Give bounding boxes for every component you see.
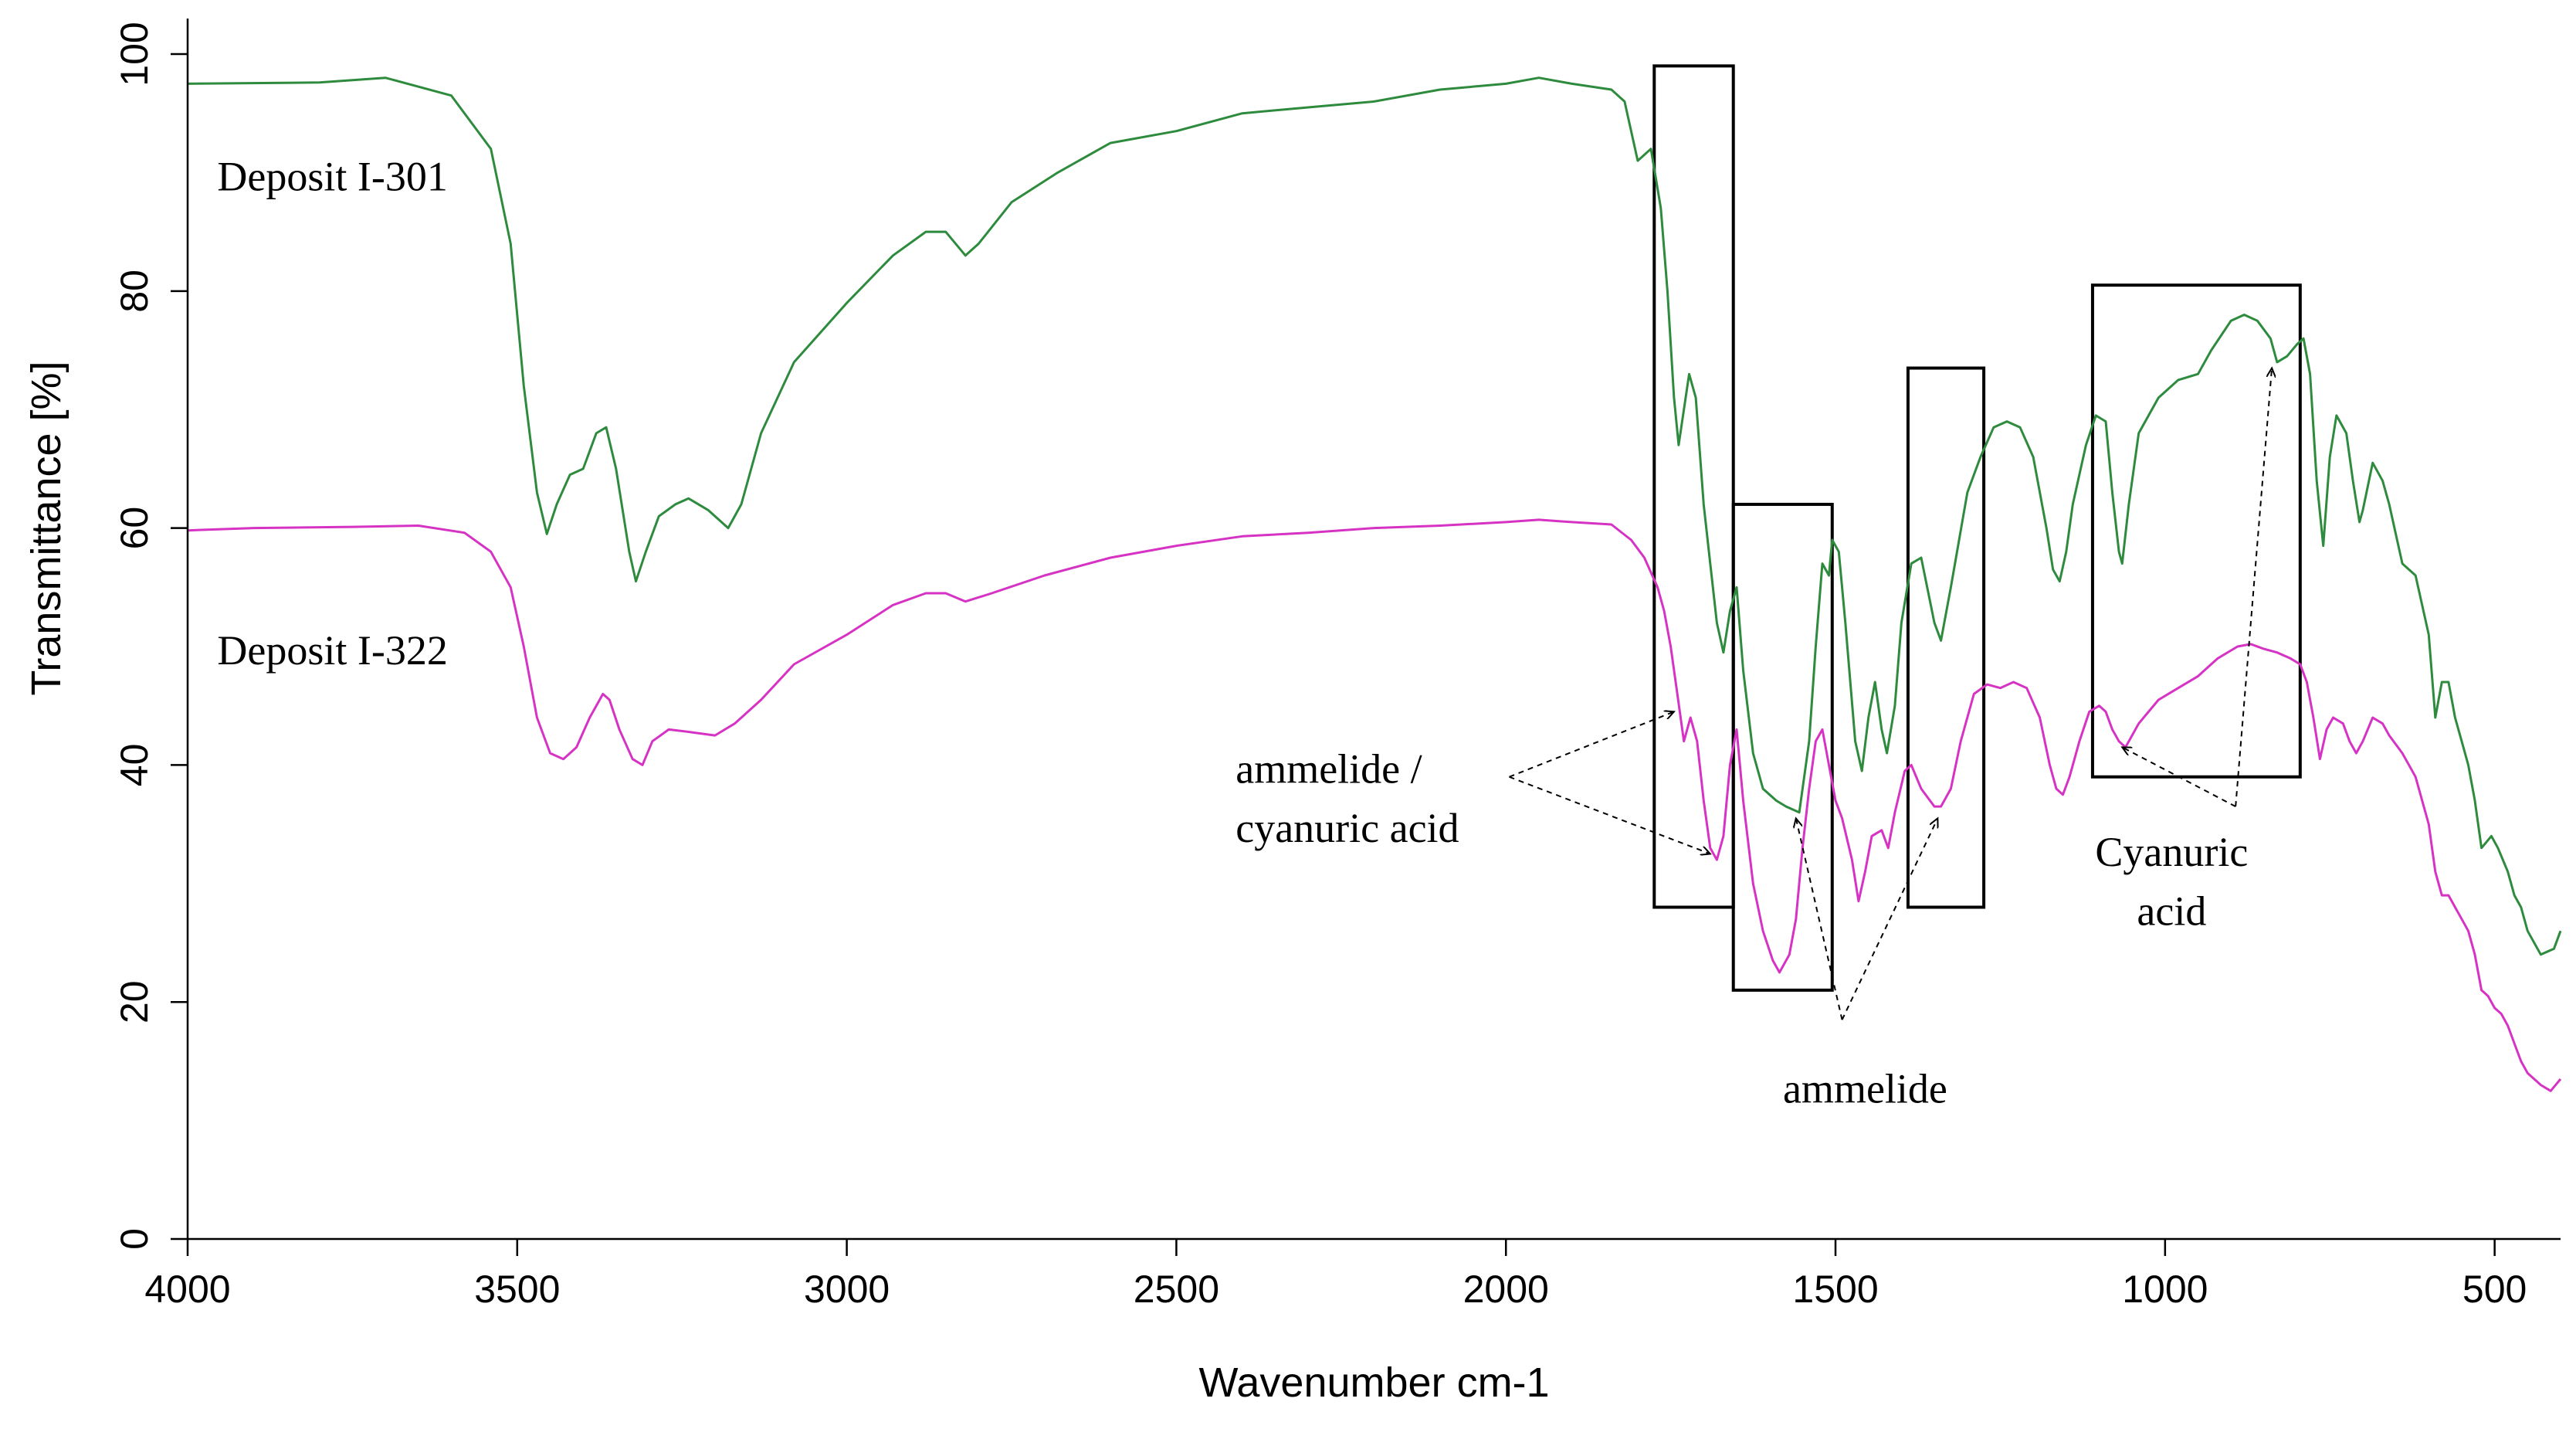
x-tick-label-500: 500 [2462, 1268, 2527, 1311]
x-tick-label-2000: 2000 [1463, 1268, 1549, 1311]
y-tick-label-60: 60 [113, 507, 156, 550]
annotation-ammelide-cyanuric-line1: ammelide / [1235, 745, 1422, 792]
x-tick-label-2500: 2500 [1134, 1268, 1219, 1311]
y-tick-label-0: 0 [113, 1228, 156, 1250]
axes-group [186, 19, 2561, 1241]
y-tick-label-40: 40 [113, 744, 156, 787]
x-tick-label-3500: 3500 [474, 1268, 560, 1311]
x-tick-label-1500: 1500 [1792, 1268, 1878, 1311]
annotation-cyanuric-line1: Cyanuric [2095, 829, 2248, 875]
highlight-box-4 [2090, 283, 2302, 779]
annotation-ammelide-cyanuric-line2: cyanuric acid [1235, 805, 1459, 851]
arrow-ammelide-b [1841, 818, 1938, 1020]
y-tick-label-20: 20 [113, 980, 156, 1023]
arrow-ammelide-a [1796, 818, 1843, 1020]
annotation-ammelide: ammelide [1783, 1066, 1947, 1112]
series-line-deposit-i-301 [187, 76, 2562, 956]
annotation-arrows [1509, 368, 2272, 1020]
x-tick-label-3000: 3000 [804, 1268, 890, 1311]
highlight-box-2 [1731, 502, 1834, 992]
y-tick-label-80: 80 [113, 270, 156, 313]
highlight-box-1 [1652, 64, 1735, 909]
y-axis-title: Transmittance [%] [23, 361, 69, 695]
series-label-deposit-i-322: Deposit I-322 [217, 627, 447, 674]
arrow-ammelide-cyanuric-b [1509, 776, 1710, 854]
arrow-cyanuric-a [2122, 747, 2236, 807]
x-tick-label-4000: 4000 [144, 1268, 230, 1311]
highlight-box-3 [1906, 366, 1986, 909]
annotation-cyanuric-line2: acid [2137, 888, 2206, 934]
series-group [187, 76, 2562, 1092]
series-line-deposit-i-322 [187, 518, 2562, 1092]
series-label-deposit-i-301: Deposit I-301 [217, 153, 447, 199]
x-axis-title: Wavenumber cm-1 [1198, 1359, 1549, 1406]
tick-group: 4000 3500 3000 2500 2000 1500 1000 500 0 20 40 60 80… [113, 22, 2527, 1311]
arrow-ammelide-cyanuric-a [1509, 711, 1673, 778]
arrow-cyanuric-b [2235, 368, 2272, 807]
y-tick-label-100: 100 [113, 22, 156, 86]
highlight-boxes [1652, 64, 2302, 992]
x-tick-label-1000: 1000 [2122, 1268, 2208, 1311]
